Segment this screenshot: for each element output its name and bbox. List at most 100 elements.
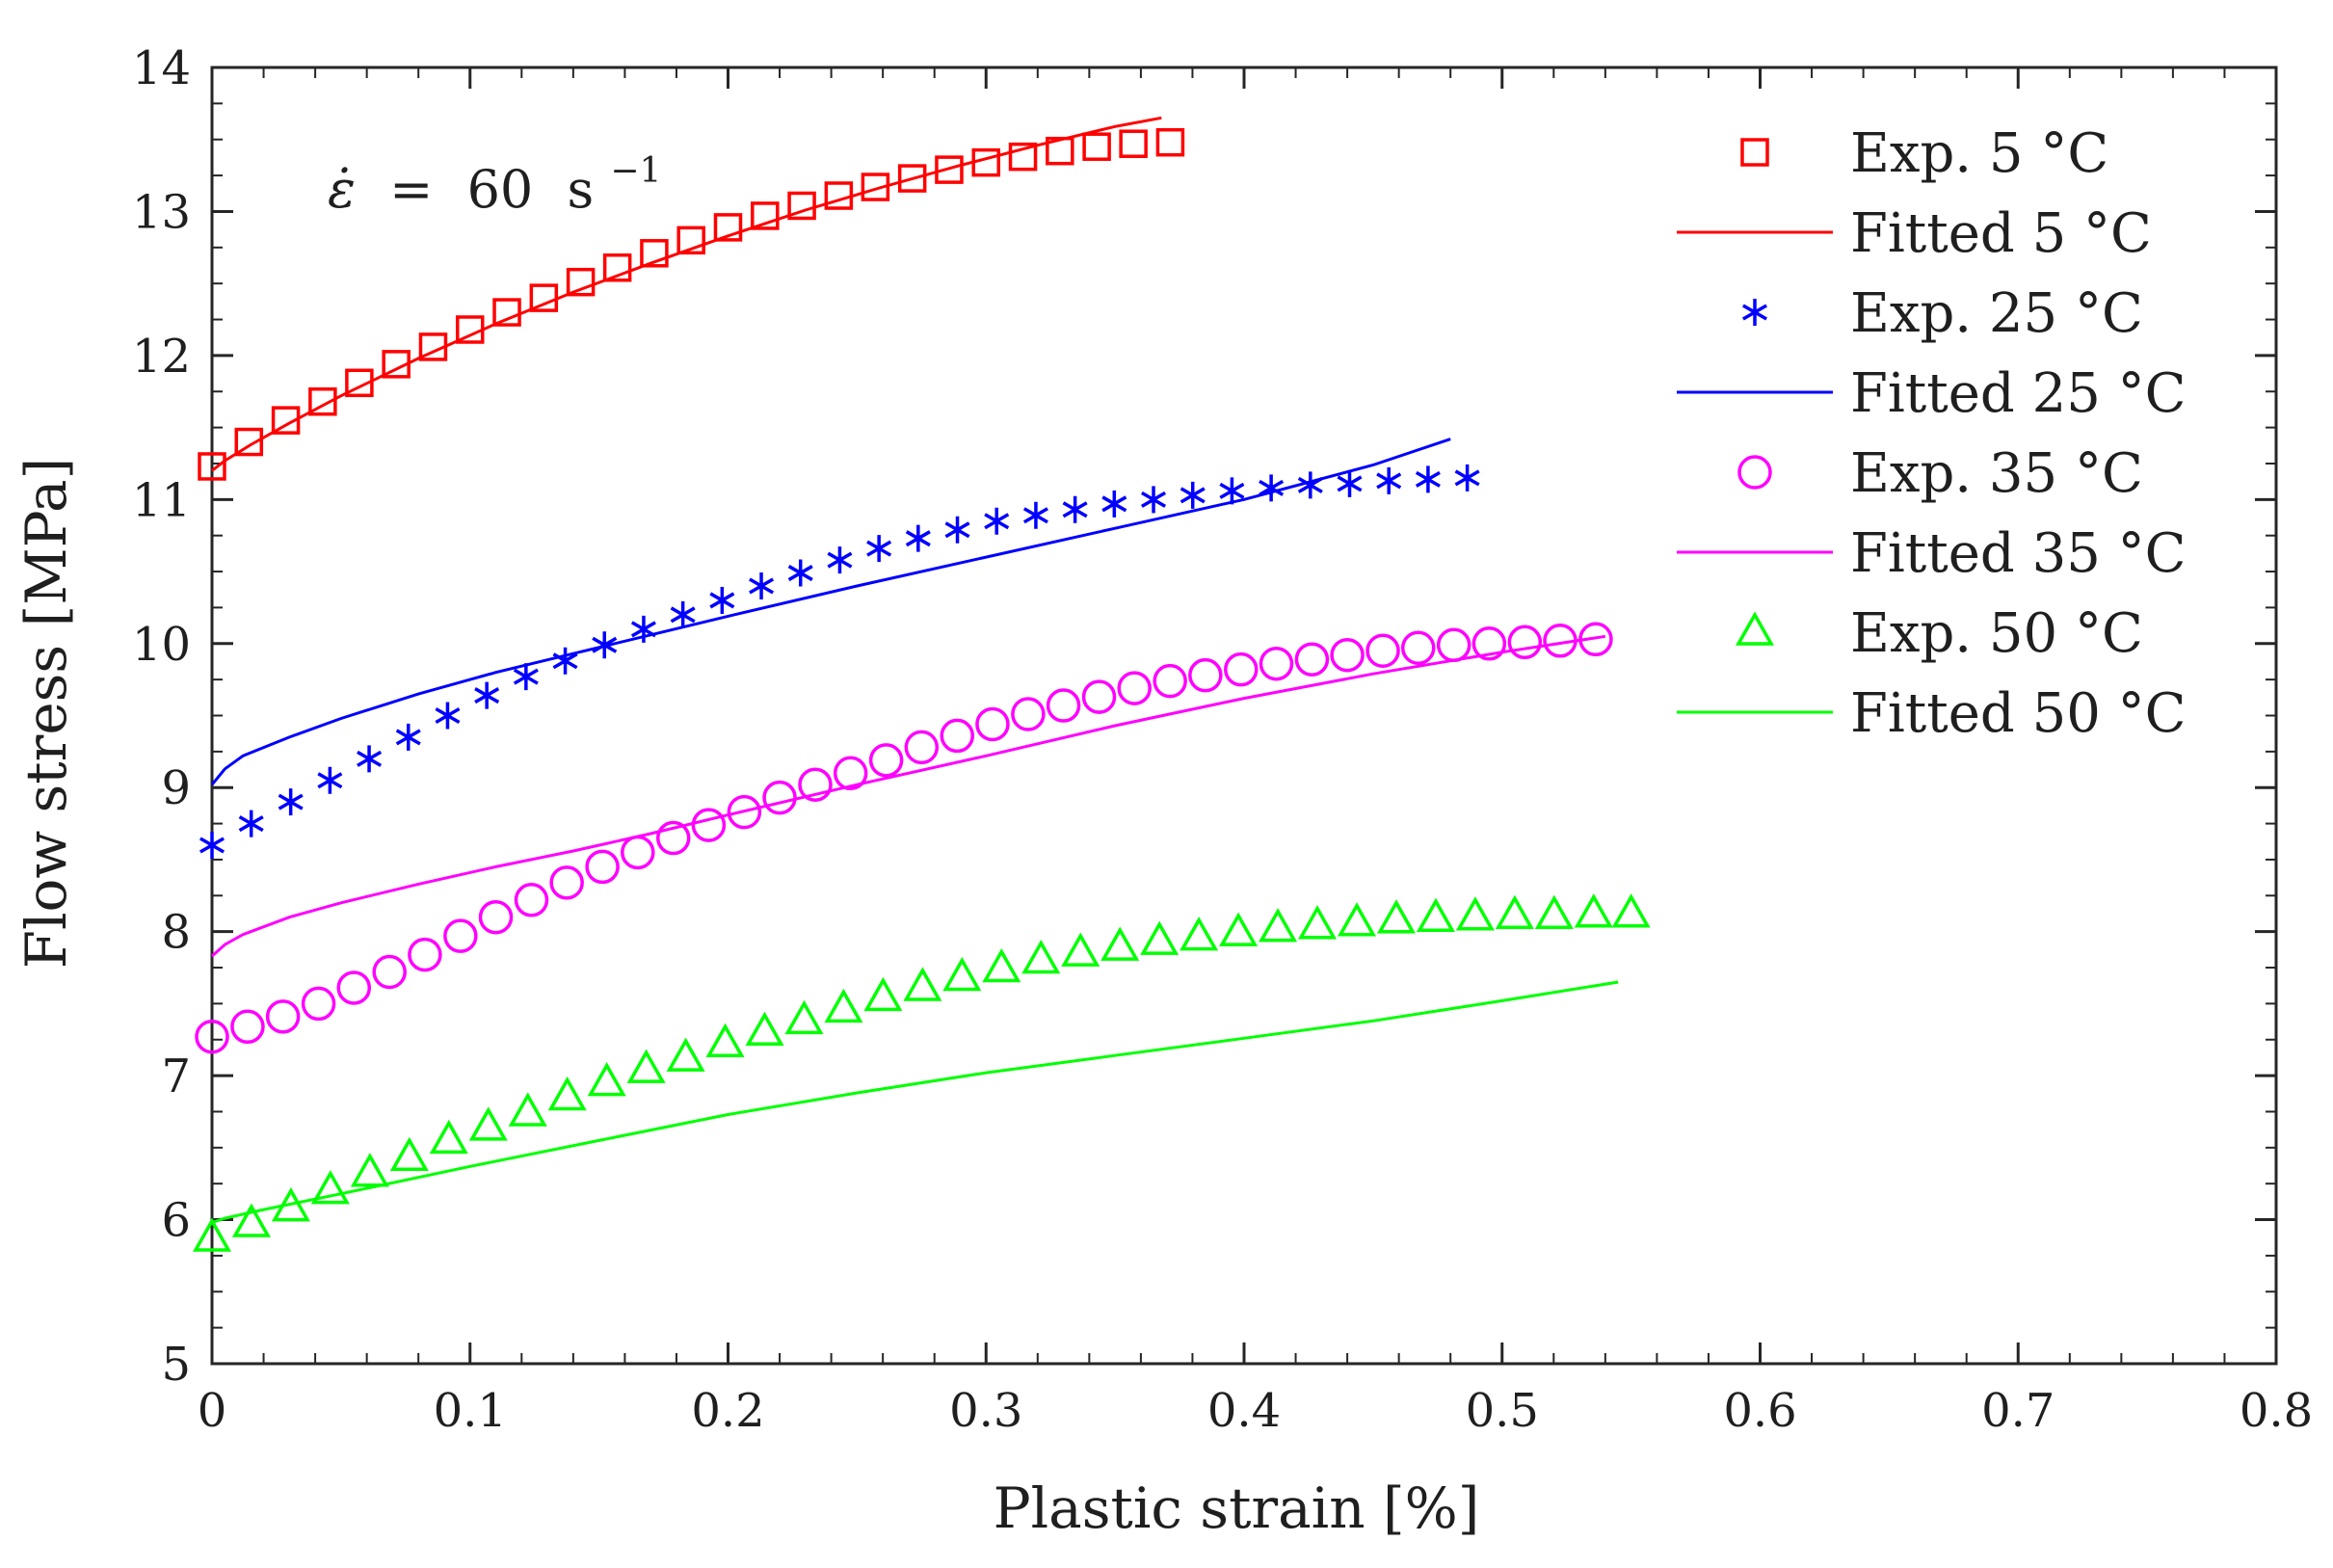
data-point-exp-35-c xyxy=(301,986,336,1022)
data-point-exp-35-c xyxy=(1294,642,1330,677)
data-point-exp-25-c xyxy=(1454,464,1480,492)
x-tick-label: 0.1 xyxy=(434,1384,507,1438)
data-point-exp-25-c xyxy=(787,559,813,587)
data-point-exp-50-c xyxy=(1376,899,1416,934)
data-point-exp-5-c xyxy=(897,164,927,193)
y-tick-label: 7 xyxy=(161,1050,191,1103)
data-point-exp-35-c xyxy=(1188,657,1223,693)
data-point-exp-35-c xyxy=(585,849,620,885)
experimental-markers-group xyxy=(192,127,1651,1252)
data-point-exp-25-c xyxy=(944,516,970,544)
data-point-exp-25-c xyxy=(866,535,892,563)
series-line-fitted-50-c xyxy=(211,980,1619,1224)
legend-marker-exp-35-c xyxy=(1737,455,1772,490)
data-point-exp-25-c xyxy=(1022,501,1048,529)
data-point-exp-35-c xyxy=(265,999,301,1034)
legend-marker-exp-50-c xyxy=(1735,611,1775,646)
data-point-exp-25-c xyxy=(1337,469,1363,497)
data-point-exp-5-c xyxy=(234,427,264,457)
legend-marker-exp-25-c xyxy=(1742,299,1767,326)
data-point-exp-35-c xyxy=(408,937,442,972)
data-point-exp-50-c xyxy=(271,1187,310,1222)
data-point-exp-25-c xyxy=(1101,490,1127,518)
data-point-exp-35-c xyxy=(1543,624,1577,658)
data-point-exp-25-c xyxy=(827,546,853,574)
data-point-exp-50-c xyxy=(1021,940,1061,974)
data-point-exp-50-c xyxy=(626,1049,666,1083)
data-point-exp-35-c xyxy=(1578,622,1613,657)
data-point-exp-50-c xyxy=(1416,897,1455,932)
y-tick-label: 12 xyxy=(132,330,191,384)
data-point-exp-5-c xyxy=(456,315,485,344)
data-point-exp-35-c xyxy=(230,1009,265,1045)
data-point-exp-35-c xyxy=(904,730,940,765)
data-point-exp-35-c xyxy=(1436,627,1471,663)
data-point-exp-50-c xyxy=(903,967,942,1001)
data-point-exp-35-c xyxy=(1507,625,1543,660)
data-point-exp-50-c xyxy=(666,1037,705,1072)
fitted-lines-group xyxy=(210,116,1619,1224)
data-point-exp-5-c xyxy=(1046,136,1074,166)
data-point-exp-25-c xyxy=(317,766,343,794)
svg-text:ε̇ = 60: ε̇ = 60 s −1 xyxy=(328,151,661,220)
data-point-exp-5-c xyxy=(566,267,596,297)
data-point-exp-35-c xyxy=(940,718,975,754)
data-point-exp-5-c xyxy=(787,191,816,221)
data-point-exp-50-c xyxy=(587,1062,626,1097)
data-point-exp-25-c xyxy=(278,788,304,816)
data-point-exp-25-c xyxy=(1141,486,1167,514)
y-tick-label: 5 xyxy=(161,1338,191,1392)
data-point-exp-50-c xyxy=(389,1136,429,1172)
data-point-exp-35-c xyxy=(798,767,833,802)
data-point-exp-5-c xyxy=(418,332,448,361)
data-point-exp-5-c xyxy=(1119,129,1148,158)
data-point-exp-50-c xyxy=(310,1170,350,1205)
data-point-exp-35-c xyxy=(195,1020,229,1054)
data-point-exp-35-c xyxy=(443,918,478,953)
data-point-exp-35-c xyxy=(372,954,407,990)
data-point-exp-5-c xyxy=(382,350,411,379)
data-point-exp-25-c xyxy=(474,681,500,709)
data-point-exp-25-c xyxy=(592,631,618,659)
legend-label-exp-25-c: Exp. 25 °C xyxy=(1850,282,2143,345)
legend: Exp. 5 °C Fitted 5 °C Exp. 25 °C Fitted 25 … xyxy=(1677,122,2186,745)
data-point-exp-35-c xyxy=(691,808,727,842)
data-point-exp-25-c xyxy=(435,702,461,730)
legend-label-fitted-50-c: Fitted 50 °C xyxy=(1850,682,2186,745)
series-markers-exp-25-c xyxy=(199,464,1480,859)
data-point-exp-25-c xyxy=(357,745,383,773)
data-point-exp-35-c xyxy=(1224,651,1259,687)
data-point-exp-50-c xyxy=(1611,893,1651,928)
data-point-exp-35-c xyxy=(1117,671,1152,705)
data-point-exp-50-c xyxy=(1061,932,1100,967)
x-tick-label: 0.4 xyxy=(1207,1384,1281,1438)
data-point-exp-50-c xyxy=(705,1023,745,1057)
data-point-exp-25-c xyxy=(709,586,735,614)
data-point-exp-50-c xyxy=(231,1203,271,1237)
data-point-exp-25-c xyxy=(238,810,264,837)
data-point-exp-5-c xyxy=(861,173,890,201)
x-tick-label: 0.2 xyxy=(691,1384,764,1438)
data-point-exp-50-c xyxy=(745,1011,784,1047)
data-point-exp-35-c xyxy=(336,970,372,1005)
data-point-exp-35-c xyxy=(655,820,691,856)
data-point-exp-5-c xyxy=(492,298,521,327)
data-point-exp-25-c xyxy=(1219,477,1245,505)
data-point-exp-35-c xyxy=(1153,663,1187,699)
data-point-exp-50-c xyxy=(1495,894,1534,929)
legend-marker-exp-5-c xyxy=(1740,138,1769,167)
y-tick-label: 6 xyxy=(161,1194,191,1248)
data-point-exp-25-c xyxy=(1180,481,1206,509)
data-point-exp-5-c xyxy=(935,155,964,184)
data-point-exp-25-c xyxy=(395,723,421,751)
legend-label-fitted-35-c: Fitted 35 °C xyxy=(1850,522,2186,585)
data-point-exp-35-c xyxy=(1365,633,1400,668)
data-point-exp-50-c xyxy=(468,1106,508,1141)
data-point-exp-5-c xyxy=(1082,132,1111,161)
data-point-exp-50-c xyxy=(942,956,982,992)
data-point-exp-25-c xyxy=(749,572,775,599)
y-tick-label: 13 xyxy=(132,185,191,239)
data-point-exp-5-c xyxy=(1008,142,1038,172)
legend-label-exp-35-c: Exp. 35 °C xyxy=(1850,442,2143,505)
